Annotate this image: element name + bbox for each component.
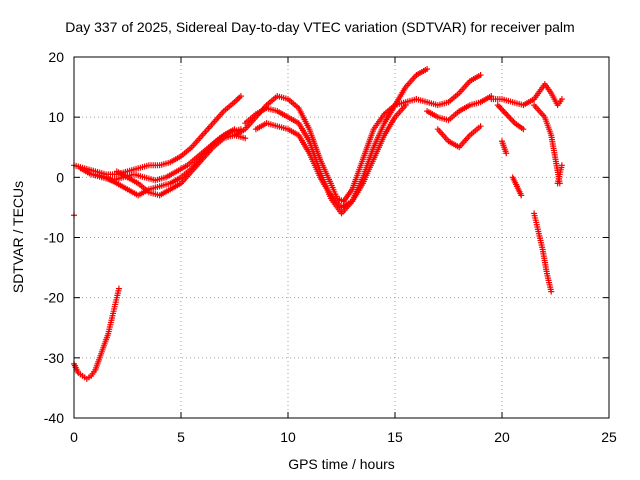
x-tick-label: 25	[601, 429, 617, 445]
data-point	[231, 126, 238, 133]
chart-title: Day 337 of 2025, Sidereal Day-to-day VTE…	[65, 19, 575, 35]
data-point	[477, 72, 484, 79]
y-axis-label: SDTVAR / TECUs	[10, 180, 26, 294]
x-tick-label: 15	[387, 429, 403, 445]
y-tick-label: -10	[44, 230, 64, 246]
data-point	[477, 123, 484, 130]
x-tick-label: 20	[494, 429, 510, 445]
y-tick-label: 10	[48, 109, 64, 125]
y-tick-label: 0	[56, 169, 64, 185]
y-tick-label: -30	[44, 350, 64, 366]
y-tick-label: -20	[44, 290, 64, 306]
data-point	[237, 93, 244, 100]
tick-labels: 0 5 10 15 20 25 -40 -30 -20 -10 0 10 20	[44, 49, 617, 445]
x-tick-label: 5	[177, 429, 185, 445]
data-point	[503, 150, 510, 157]
data-point	[520, 126, 527, 133]
data-point	[558, 96, 565, 103]
axes-frame	[73, 56, 610, 419]
data-point	[558, 162, 565, 169]
data-point	[518, 192, 525, 199]
data-point	[242, 135, 249, 142]
data-point	[115, 285, 122, 292]
data-point	[402, 102, 409, 109]
x-tick-label: 0	[70, 429, 78, 445]
data-point	[424, 66, 431, 73]
y-tick-label: 20	[48, 49, 64, 65]
x-axis-label: GPS time / hours	[288, 456, 395, 472]
y-tick-label: -40	[44, 410, 64, 426]
data-point	[548, 288, 555, 295]
data-points	[71, 66, 565, 382]
x-tick-label: 10	[280, 429, 296, 445]
grid-lines	[74, 57, 609, 418]
